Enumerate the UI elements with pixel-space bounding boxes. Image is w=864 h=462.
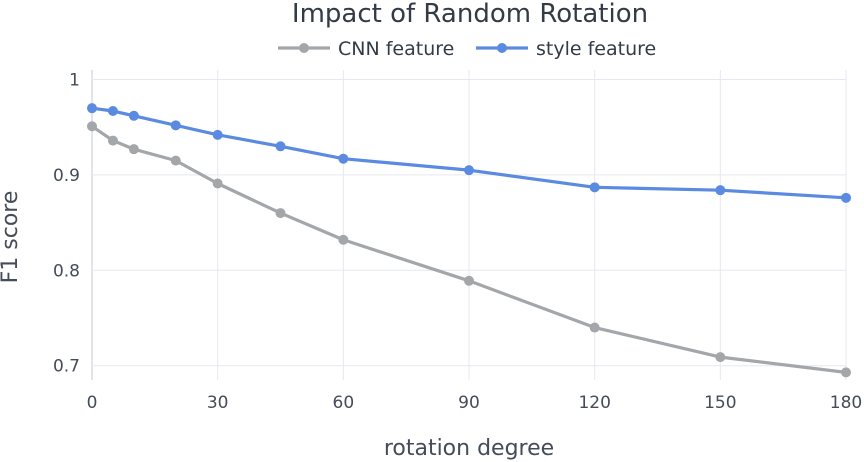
cnn-feature-point [128, 144, 139, 155]
x-tick-label: 90 [458, 393, 480, 413]
y-tick-label: 1 [69, 71, 80, 91]
x-tick-label: 60 [333, 393, 355, 413]
cnn-feature-point [170, 155, 181, 166]
y-axis-title: F1 score [0, 191, 23, 284]
x-axis-ticks: 0 30 60 90 120 150 180 [87, 393, 863, 413]
cnn-feature-point [107, 135, 118, 146]
style-feature-point [841, 192, 851, 203]
x-axis-title: rotation degree [384, 436, 554, 461]
y-tick-label: 0.9 [53, 166, 80, 186]
legend-item-style-feature[interactable]: style feature [476, 38, 656, 60]
style-feature-series [87, 103, 851, 203]
cnn-feature-point [589, 322, 600, 333]
x-tick-label: 120 [578, 393, 610, 413]
style-feature-point [464, 165, 474, 176]
x-tick-label: 180 [830, 393, 862, 413]
cnn-feature-point [275, 208, 286, 219]
style-feature-point [212, 129, 223, 140]
style-feature-point [338, 153, 349, 164]
cnn-feature-series [87, 121, 851, 378]
x-tick-label: 0 [87, 393, 98, 413]
cnn-feature-point [715, 352, 726, 363]
cnn-feature-point [464, 275, 474, 286]
legend: CNN feature style feature [278, 38, 656, 60]
style-feature-point [275, 141, 286, 152]
style-feature-point [87, 103, 97, 114]
x-tick-label: 30 [207, 393, 229, 413]
cnn-feature-point [212, 178, 223, 189]
series-layer [87, 103, 851, 378]
y-tick-label: 0.7 [53, 357, 80, 377]
y-tick-label: 0.8 [53, 261, 80, 281]
x-tick-label: 150 [704, 393, 736, 413]
legend-label: style feature [536, 38, 656, 60]
legend-item-cnn-feature[interactable]: CNN feature [278, 38, 454, 60]
legend-swatch-marker [299, 43, 309, 53]
style-feature-point [107, 106, 118, 117]
cnn-feature-point [338, 234, 349, 245]
legend-swatch-marker [497, 43, 507, 53]
chart-title: Impact of Random Rotation [292, 0, 648, 29]
legend-label: CNN feature [338, 38, 454, 60]
cnn-feature-point [87, 121, 97, 132]
style-feature-point [589, 182, 600, 193]
style-feature-point [715, 185, 726, 196]
style-feature-point [170, 120, 181, 131]
style-feature-point [128, 110, 139, 121]
gridlines [91, 70, 847, 380]
y-axis-ticks: 0.7 0.8 0.9 1 [53, 71, 80, 377]
cnn-feature-point [841, 367, 851, 378]
